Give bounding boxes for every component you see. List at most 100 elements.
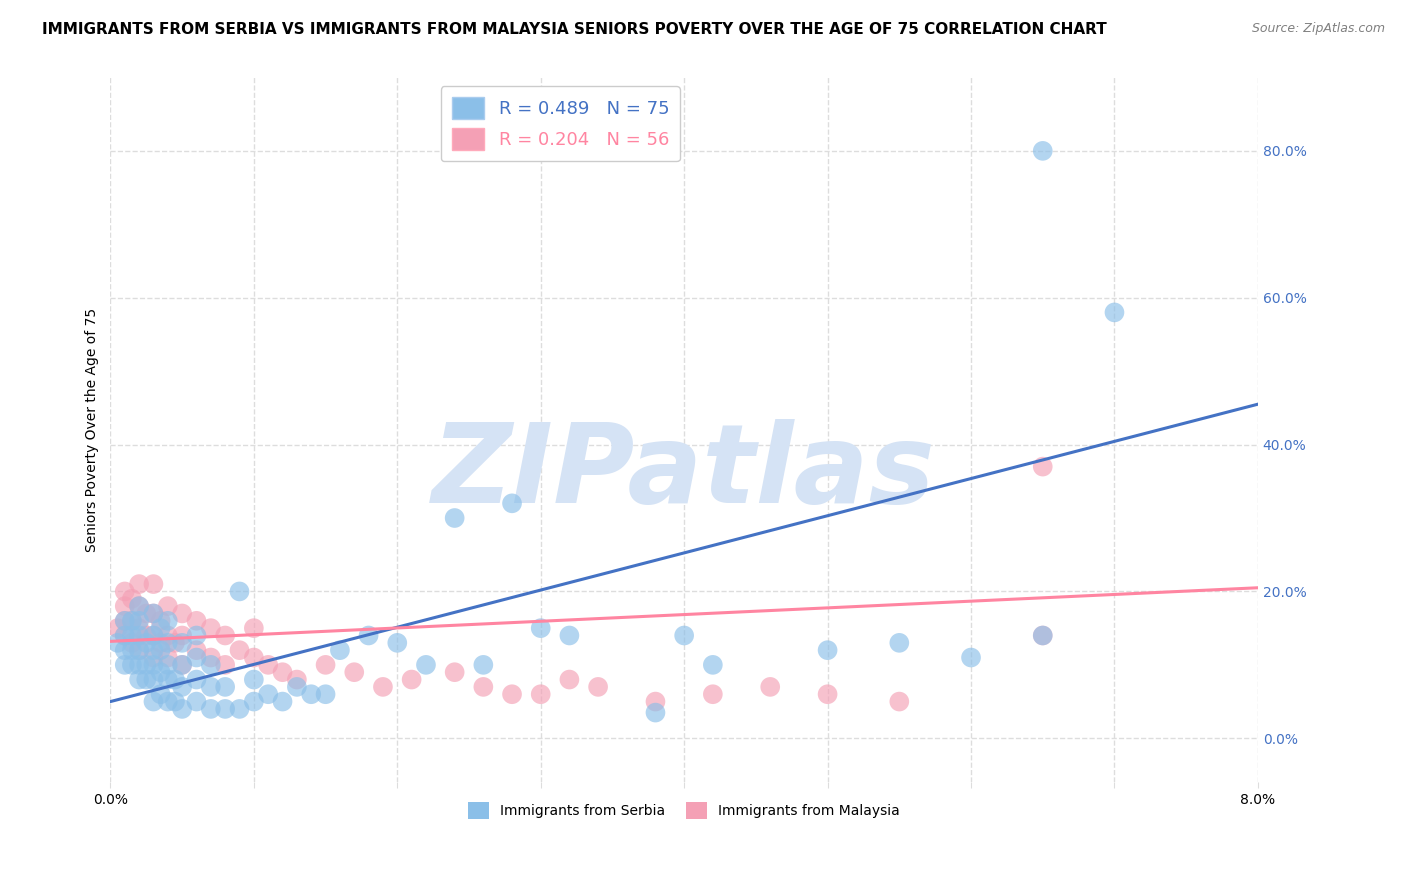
Point: [172, 636, 194, 650]
Point: [121, 614, 143, 628]
Point: [135, 628, 157, 642]
Point: [128, 599, 150, 614]
Point: [673, 628, 696, 642]
Point: [329, 643, 352, 657]
Point: [443, 665, 465, 680]
Point: [1032, 459, 1054, 474]
Point: [121, 657, 143, 672]
Point: [243, 650, 266, 665]
Point: [501, 496, 523, 510]
Point: [156, 628, 179, 642]
Point: [558, 673, 581, 687]
Point: [163, 636, 186, 650]
Point: [172, 702, 194, 716]
Point: [271, 665, 294, 680]
Point: [200, 657, 222, 672]
Point: [200, 680, 222, 694]
Point: [243, 621, 266, 635]
Point: [702, 687, 724, 701]
Point: [401, 673, 423, 687]
Point: [257, 657, 280, 672]
Point: [149, 643, 172, 657]
Point: [960, 650, 983, 665]
Text: ZIPatlas: ZIPatlas: [432, 418, 936, 525]
Point: [214, 628, 236, 642]
Point: [285, 680, 308, 694]
Point: [114, 628, 136, 642]
Point: [889, 636, 911, 650]
Text: IMMIGRANTS FROM SERBIA VS IMMIGRANTS FROM MALAYSIA SENIORS POVERTY OVER THE AGE : IMMIGRANTS FROM SERBIA VS IMMIGRANTS FRO…: [42, 22, 1107, 37]
Point: [135, 607, 157, 621]
Point: [156, 673, 179, 687]
Point: [759, 680, 782, 694]
Point: [186, 650, 208, 665]
Point: [228, 643, 250, 657]
Point: [128, 599, 150, 614]
Point: [128, 621, 150, 635]
Point: [163, 673, 186, 687]
Point: [415, 657, 437, 672]
Point: [114, 657, 136, 672]
Point: [299, 687, 322, 701]
Point: [214, 680, 236, 694]
Point: [889, 695, 911, 709]
Point: [172, 657, 194, 672]
Point: [142, 628, 165, 642]
Point: [472, 680, 495, 694]
Point: [200, 621, 222, 635]
Point: [114, 643, 136, 657]
Point: [817, 643, 839, 657]
Point: [149, 687, 172, 701]
Point: [121, 614, 143, 628]
Point: [501, 687, 523, 701]
Point: [243, 673, 266, 687]
Point: [285, 673, 308, 687]
Point: [156, 614, 179, 628]
Point: [114, 614, 136, 628]
Point: [443, 511, 465, 525]
Point: [121, 643, 143, 657]
Point: [315, 657, 337, 672]
Y-axis label: Seniors Poverty Over the Age of 75: Seniors Poverty Over the Age of 75: [86, 308, 100, 552]
Point: [228, 584, 250, 599]
Point: [128, 643, 150, 657]
Point: [257, 687, 280, 701]
Point: [156, 636, 179, 650]
Legend: Immigrants from Serbia, Immigrants from Malaysia: Immigrants from Serbia, Immigrants from …: [463, 797, 905, 825]
Point: [107, 621, 129, 635]
Point: [371, 680, 394, 694]
Point: [142, 643, 165, 657]
Point: [121, 628, 143, 642]
Point: [387, 636, 409, 650]
Point: [186, 614, 208, 628]
Point: [172, 680, 194, 694]
Point: [135, 657, 157, 672]
Point: [142, 657, 165, 672]
Point: [128, 628, 150, 642]
Point: [186, 643, 208, 657]
Point: [1032, 628, 1054, 642]
Point: [315, 687, 337, 701]
Point: [172, 657, 194, 672]
Point: [135, 673, 157, 687]
Point: [142, 577, 165, 591]
Point: [114, 599, 136, 614]
Point: [142, 607, 165, 621]
Point: [271, 695, 294, 709]
Point: [149, 614, 172, 628]
Point: [186, 695, 208, 709]
Point: [142, 695, 165, 709]
Point: [228, 702, 250, 716]
Point: [1032, 628, 1054, 642]
Point: [200, 702, 222, 716]
Point: [128, 577, 150, 591]
Point: [472, 657, 495, 672]
Point: [156, 695, 179, 709]
Point: [1104, 305, 1126, 319]
Point: [142, 607, 165, 621]
Point: [149, 665, 172, 680]
Point: [343, 665, 366, 680]
Point: [149, 621, 172, 635]
Point: [530, 687, 553, 701]
Point: [644, 706, 666, 720]
